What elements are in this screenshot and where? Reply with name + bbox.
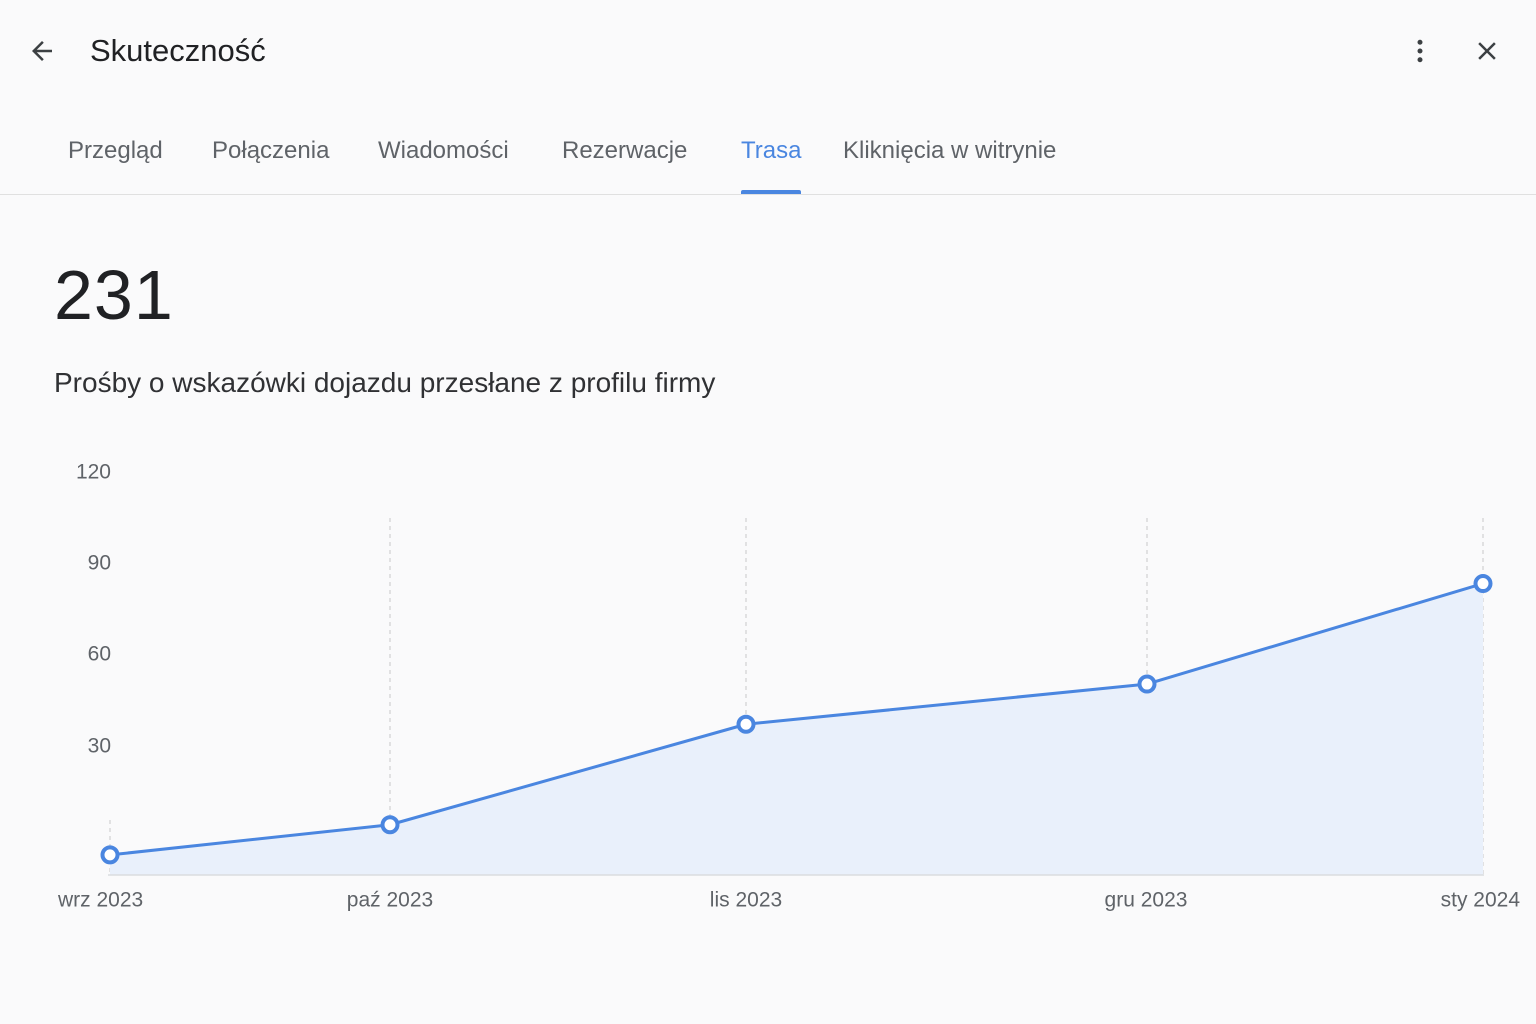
more-vert-icon xyxy=(1417,39,1423,63)
x-tick-label: paź 2023 xyxy=(347,889,433,912)
close-button[interactable] xyxy=(1463,27,1511,75)
chart-svg: 120 90 60 30 wrz 2023 paź 2023 lis 2023 gru 202… xyxy=(57,461,1521,912)
data-point xyxy=(1137,674,1157,694)
arrow-back-icon xyxy=(32,41,52,61)
x-tick-label: sty 2024 xyxy=(1441,889,1521,912)
metric-description: Prośby o wskazówki dojazdu przesłane z p… xyxy=(54,367,716,398)
more-options-button[interactable] xyxy=(1396,27,1444,75)
y-tick-label: 90 xyxy=(88,552,111,575)
y-tick-label: 60 xyxy=(88,643,111,666)
y-tick-label: 120 xyxy=(76,461,111,484)
back-button[interactable] xyxy=(18,27,66,75)
tab-bar: Przegląd Połączenia Wiadomości Rezerwacj… xyxy=(0,108,1536,195)
close-icon xyxy=(1478,42,1496,60)
x-tick-label: wrz 2023 xyxy=(57,889,143,912)
page-title: Skuteczność xyxy=(90,33,266,68)
directions-chart: 120 90 60 30 wrz 2023 paź 2023 lis 2023 gru 202… xyxy=(0,440,1536,940)
tab-directions[interactable]: Trasa xyxy=(741,108,802,194)
tab-messages[interactable]: Wiadomości xyxy=(378,137,509,164)
x-tick-label: gru 2023 xyxy=(1105,889,1188,912)
data-point xyxy=(380,815,400,835)
tab-overview[interactable]: Przegląd xyxy=(68,137,163,164)
tab-calls[interactable]: Połączenia xyxy=(212,137,330,164)
metric-value: 231 xyxy=(54,256,174,334)
y-tick-label: 30 xyxy=(88,735,111,758)
tab-bookings[interactable]: Rezerwacje xyxy=(562,137,688,164)
data-point xyxy=(736,714,756,734)
header: Skuteczność xyxy=(0,0,1536,100)
data-point xyxy=(100,845,120,865)
x-tick-label: lis 2023 xyxy=(710,889,782,912)
chart-area xyxy=(110,583,1483,875)
tab-website-clicks[interactable]: Kliknięcia w witrynie xyxy=(843,137,1057,164)
data-point xyxy=(1473,574,1493,594)
